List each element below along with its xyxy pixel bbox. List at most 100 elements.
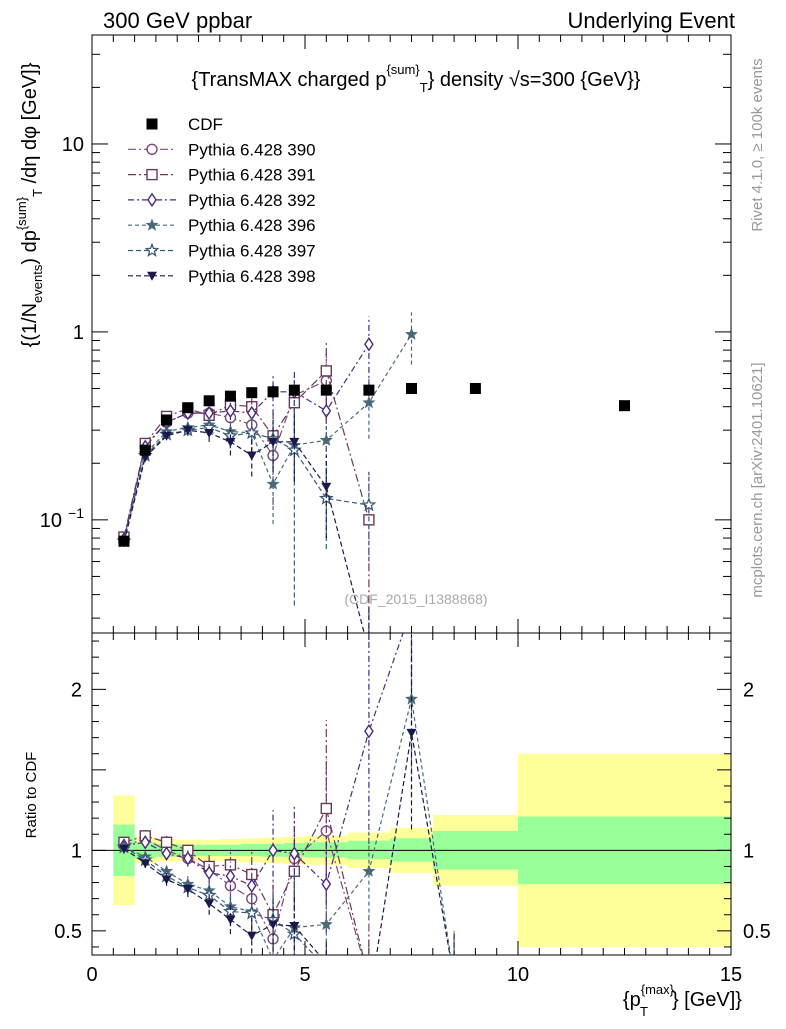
point-pythia-6-428-392: [225, 403, 236, 419]
cdf-point: [619, 400, 630, 412]
analysis-watermark: (CDF_2015_I1388868): [344, 591, 487, 607]
ylabel-part-a: {(1/N: [19, 303, 41, 347]
point-pythia-6-428-392: [321, 876, 332, 892]
point-pythia-6-428-398: [449, 975, 459, 984]
point-pythia-6-428-398: [118, 844, 129, 854]
point-pythia-6-428-398: [246, 931, 257, 941]
point-pythia-6-428-396: [362, 395, 376, 409]
main-ytick-label: 10: [62, 134, 84, 156]
legend-marker-pythia-6-428-391: [146, 168, 158, 181]
series-line-pythia-6-428-398: [123, 429, 365, 633]
cdf-point: [203, 395, 215, 407]
point-pythia-6-428-396: [319, 433, 333, 446]
point-pythia-6-428-398: [321, 482, 332, 492]
cdf-point: [182, 402, 194, 414]
main-ytick-label: 1: [73, 322, 84, 344]
xlabel-part-d: } [GeV]}: [672, 989, 742, 1011]
mcplots-label: mcplots.cern.ch [arXiv:2401.10621]: [749, 362, 766, 597]
cdf-point: [267, 386, 279, 398]
main-ylabel: {(1/Nevents) dp{sum}T /dη dφ [GeV]}: [14, 62, 45, 347]
legend-label-cdf: CDF: [188, 115, 223, 134]
point-pythia-6-428-391: [364, 974, 374, 984]
point-pythia-6-428-392: [246, 878, 257, 894]
plot-title-main: {TransMAX charged p: [192, 69, 387, 91]
point-pythia-6-428-398: [182, 426, 193, 436]
cdf-point: [469, 382, 481, 394]
series-group: [116, 312, 418, 633]
cdf-point: [161, 414, 173, 426]
legend-label-pythia-6-428-397: Pythia 6.428 397: [188, 242, 316, 261]
rivet-label: Rivet 4.1.0, ≥ 100k events: [749, 58, 766, 231]
xlabel-part-a: {p: [623, 989, 641, 1011]
series-line-pythia-6-428-391: [123, 806, 364, 955]
x-tick-label: 0: [86, 964, 97, 986]
point-pythia-6-428-396: [266, 477, 280, 490]
point-pythia-6-428-397: [244, 425, 260, 440]
point-pythia-6-428-398: [161, 431, 172, 441]
point-pythia-6-428-398: [140, 859, 151, 869]
point-pythia-6-428-398: [289, 922, 300, 932]
series-line-pythia-6-428-392: [123, 633, 404, 887]
ylabel-part-b: events: [30, 264, 45, 303]
point-pythia-6-428-398: [268, 920, 279, 930]
legend-marker-pythia-6-428-396: [145, 218, 159, 231]
series-group: [116, 633, 459, 1008]
legend-marker-pythia-6-428-398: [147, 271, 157, 281]
point-pythia-6-428-398: [225, 437, 236, 447]
point-pythia-6-428-398: [161, 875, 172, 885]
point-pythia-6-428-398: [321, 959, 331, 968]
top-right-label: Underlying Event: [567, 8, 735, 33]
point-pythia-6-428-392: [183, 851, 193, 866]
point-pythia-6-428-390: [364, 974, 374, 984]
point-pythia-6-428-392: [364, 336, 374, 352]
point-pythia-6-428-392: [140, 835, 151, 850]
ratio-ytick-label-right: 2: [743, 679, 754, 701]
point-pythia-6-428-391: [224, 859, 237, 871]
cdf-points: [118, 382, 630, 547]
point-pythia-6-428-397: [321, 962, 332, 973]
point-pythia-6-428-396: [405, 327, 418, 340]
cdf-point: [288, 384, 300, 396]
ratio-ytick-label-right: 1: [743, 840, 754, 862]
point-pythia-6-428-392: [161, 846, 172, 861]
cdf-point: [363, 384, 375, 396]
plot-title-sub: T: [420, 80, 428, 95]
point-pythia-6-428-398: [364, 999, 374, 1008]
ylabel-part-e: T: [30, 189, 45, 197]
ratio-ylabel: Ratio to CDF: [23, 752, 40, 839]
legend-label-pythia-6-428-391: Pythia 6.428 391: [188, 166, 316, 185]
legend-label-pythia-6-428-398: Pythia 6.428 398: [188, 267, 316, 286]
cdf-point: [224, 390, 236, 402]
point-pythia-6-428-392: [321, 403, 332, 419]
cdf-point: [246, 387, 258, 399]
point-pythia-6-428-398: [268, 437, 279, 447]
series-line-pythia-6-428-397: [123, 846, 315, 955]
legend-label-pythia-6-428-396: Pythia 6.428 396: [188, 216, 316, 235]
series-line-pythia-6-428-392: [123, 343, 370, 540]
ylabel-part-d: {sum}: [14, 196, 29, 230]
point-pythia-6-428-398: [289, 437, 300, 447]
cdf-point: [406, 382, 417, 394]
point-pythia-6-428-396: [272, 952, 274, 955]
cdf-point: [118, 535, 130, 547]
legend-marker-pythia-6-428-390: [146, 143, 158, 156]
point-pythia-6-428-397: [244, 905, 260, 920]
point-pythia-6-428-391: [160, 836, 173, 848]
point-pythia-6-428-398: [406, 728, 417, 738]
main-ytick-label: 10: [40, 510, 62, 532]
point-pythia-6-428-398: [182, 884, 193, 894]
point-pythia-6-428-396: [319, 917, 333, 930]
ratio-ytick-label-right: 0.5: [743, 921, 771, 943]
cdf-point: [139, 444, 151, 456]
legend-label-pythia-6-428-392: Pythia 6.428 392: [188, 191, 316, 210]
series-line-pythia-6-428-390: [123, 380, 327, 540]
point-pythia-6-428-392: [364, 723, 374, 739]
ylabel-part-c: ) dp: [19, 230, 41, 264]
point-pythia-6-428-391: [320, 365, 332, 377]
cdf-point: [320, 384, 332, 396]
top-left-label: 300 GeV ppbar: [103, 8, 252, 33]
point-pythia-6-428-391: [320, 802, 332, 815]
x-tick-label: 10: [507, 964, 529, 986]
